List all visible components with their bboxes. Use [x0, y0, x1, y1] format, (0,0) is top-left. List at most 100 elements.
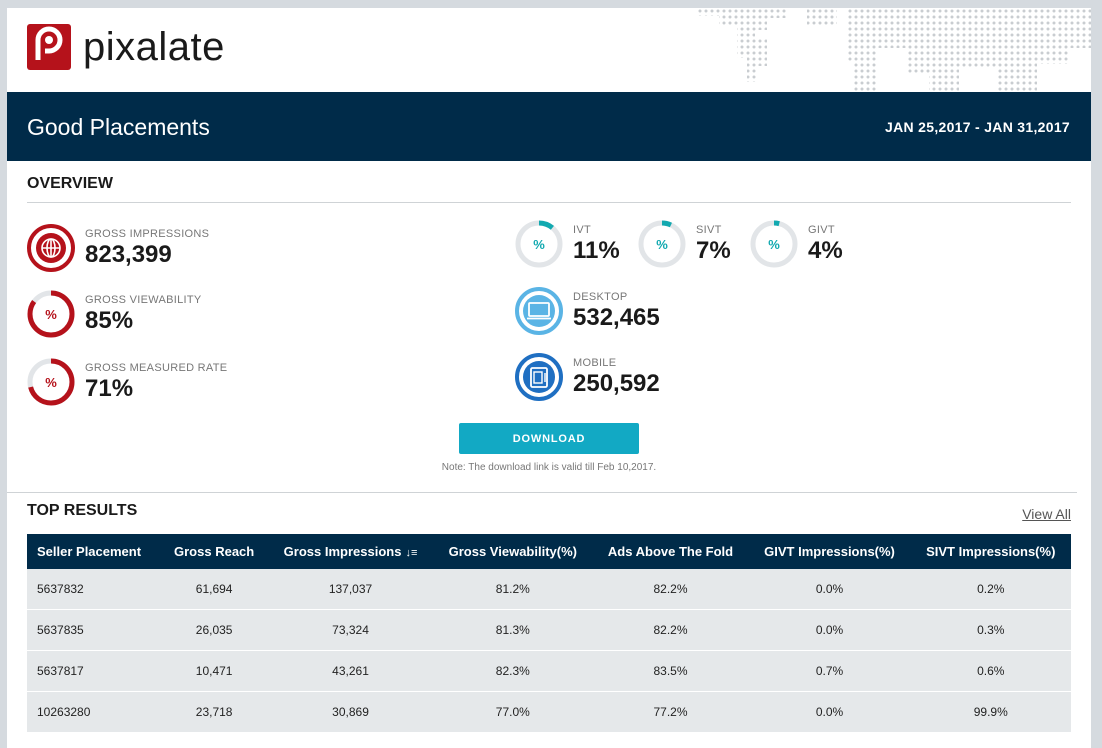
column-header-seller-placement[interactable]: Seller Placement — [27, 534, 161, 569]
cell-sivt-impressions: 0.6% — [910, 650, 1071, 692]
cell-gross-viewability: 77.0% — [433, 691, 593, 733]
cell-gross-reach: 10,471 — [160, 650, 268, 692]
table-row: 5637832 61,694 137,037 81.2% 82.2% 0.0% … — [27, 569, 1071, 610]
column-header-sivt-impressions[interactable]: SIVT Impressions(%) — [910, 534, 1071, 569]
cell-seller-placement: 10263280 — [27, 691, 161, 733]
cell-ads-above-fold: 82.2% — [592, 609, 749, 651]
sivt-gauge: % — [638, 220, 686, 268]
desktop-label: DESKTOP — [573, 291, 628, 303]
sivt-metric: % SIVT 7% — [638, 220, 731, 268]
cell-ads-above-fold: 82.2% — [592, 569, 749, 610]
percent-icon: % — [533, 237, 545, 252]
gross-impressions-metric: GROSS IMPRESSIONS 823,399 — [27, 224, 209, 272]
cell-givt-impressions: 0.0% — [748, 569, 911, 610]
cell-sivt-impressions: 99.9% — [910, 691, 1071, 733]
overview-title: OVERVIEW — [27, 175, 113, 192]
gross-measured-rate-label: GROSS MEASURED RATE — [85, 362, 228, 374]
gross-viewability-value: 85% — [85, 307, 134, 334]
desktop-metric: DESKTOP 532,465 — [515, 287, 660, 335]
sort-descending-icon[interactable]: ↓≡ — [405, 547, 418, 559]
download-button[interactable]: DOWNLOAD — [459, 423, 639, 454]
top-results-divider — [7, 492, 1077, 493]
cell-gross-viewability: 82.3% — [433, 650, 593, 692]
report-title: Good Placements — [27, 114, 210, 140]
gross-impressions-label: GROSS IMPRESSIONS — [85, 228, 210, 240]
mobile-label: MOBILE — [573, 357, 617, 369]
column-header-ads-above-fold[interactable]: Ads Above The Fold — [592, 534, 749, 569]
gross-viewability-gauge-arc — [27, 290, 75, 338]
givt-metric: % GIVT 4% — [750, 220, 843, 268]
gross-measured-rate-gauge-arc — [27, 358, 75, 406]
cell-seller-placement: 5637832 — [27, 569, 161, 610]
cell-sivt-impressions: 0.2% — [910, 569, 1071, 610]
cell-givt-impressions: 0.7% — [748, 650, 911, 692]
percent-icon: % — [45, 307, 57, 322]
column-header-gross-impressions[interactable]: Gross Impressions ↓≡ — [267, 534, 434, 569]
report-header-banner: Good Placements JAN 25,2017 - JAN 31,201… — [7, 92, 1091, 161]
download-note: Note: The download link is valid till Fe… — [441, 462, 657, 473]
percent-icon: % — [45, 375, 57, 390]
mobile-value: 250,592 — [573, 370, 660, 397]
cell-gross-impressions: 30,869 — [267, 691, 434, 733]
cell-ads-above-fold: 83.5% — [592, 650, 749, 692]
sivt-value: 7% — [696, 237, 731, 264]
table-header-row: Seller Placement Gross Reach Gross Impre… — [27, 534, 1071, 569]
table-row: 10263280 23,718 30,869 77.0% 77.2% 0.0% … — [27, 691, 1071, 733]
ivt-label: IVT — [573, 224, 592, 236]
gross-impressions-value: 823,399 — [85, 241, 172, 268]
givt-gauge: % — [750, 220, 798, 268]
world-map-decoration — [697, 8, 1091, 92]
table-row: 5637835 26,035 73,324 81.3% 82.2% 0.0% 0… — [27, 609, 1071, 651]
report-date-range: JAN 25,2017 - JAN 31,2017 — [885, 119, 1070, 135]
column-header-gross-viewability[interactable]: Gross Viewability(%) — [433, 534, 593, 569]
cell-sivt-impressions: 0.3% — [910, 609, 1071, 651]
overview-divider — [27, 202, 1071, 203]
column-header-gross-impressions-label: Gross Impressions — [283, 544, 402, 559]
gross-measured-rate-gauge: % — [27, 358, 75, 406]
cell-seller-placement: 5637817 — [27, 650, 161, 692]
cell-seller-placement: 5637835 — [27, 609, 161, 651]
percent-icon: % — [768, 237, 780, 252]
gross-measured-rate-metric: % GROSS MEASURED RATE 71% — [27, 358, 227, 406]
globe-icon — [27, 224, 75, 272]
column-header-givt-impressions[interactable]: GIVT Impressions(%) — [748, 534, 911, 569]
sivt-label: SIVT — [696, 224, 722, 236]
cell-ads-above-fold: 77.2% — [592, 691, 749, 733]
ivt-value: 11% — [573, 237, 620, 264]
givt-label: GIVT — [808, 224, 835, 236]
cell-gross-viewability: 81.3% — [433, 609, 593, 651]
ivt-gauge-arc — [515, 220, 563, 268]
cell-gross-impressions: 137,037 — [267, 569, 434, 610]
mobile-icon — [515, 353, 563, 401]
ivt-gauge: % — [515, 220, 563, 268]
view-all-link[interactable]: View All — [1022, 506, 1071, 522]
pixalate-logo: pixalate — [27, 24, 225, 70]
gross-measured-rate-value: 71% — [85, 375, 134, 402]
cell-gross-impressions: 73,324 — [267, 609, 434, 651]
percent-icon: % — [656, 237, 668, 252]
cell-givt-impressions: 0.0% — [748, 691, 911, 733]
column-header-gross-reach[interactable]: Gross Reach — [160, 534, 268, 569]
ivt-metric: % IVT 11% — [515, 220, 620, 268]
pixalate-logo-icon — [27, 24, 71, 70]
cell-gross-reach: 23,718 — [160, 691, 268, 733]
cell-givt-impressions: 0.0% — [748, 609, 911, 651]
mobile-metric: MOBILE 250,592 — [515, 353, 660, 401]
cell-gross-viewability: 81.2% — [433, 569, 593, 610]
top-results-table: Seller Placement Gross Reach Gross Impre… — [27, 534, 1071, 733]
sivt-gauge-arc — [638, 220, 686, 268]
brand-name: pixalate — [83, 25, 225, 69]
table-row: 5637817 10,471 43,261 82.3% 83.5% 0.7% 0… — [27, 650, 1071, 692]
top-results-title: TOP RESULTS — [27, 502, 138, 519]
cell-gross-impressions: 43,261 — [267, 650, 434, 692]
givt-gauge-arc — [750, 220, 798, 268]
gross-viewability-metric: % GROSS VIEWABILITY 85% — [27, 290, 202, 338]
report-card: pixalate Good Placements JAN 25,2017 - J… — [7, 8, 1091, 748]
givt-value: 4% — [808, 237, 843, 264]
cell-gross-reach: 26,035 — [160, 609, 268, 651]
desktop-icon — [515, 287, 563, 335]
gross-viewability-gauge: % — [27, 290, 75, 338]
desktop-value: 532,465 — [573, 304, 660, 331]
cell-gross-reach: 61,694 — [160, 569, 268, 610]
gross-viewability-label: GROSS VIEWABILITY — [85, 294, 202, 306]
